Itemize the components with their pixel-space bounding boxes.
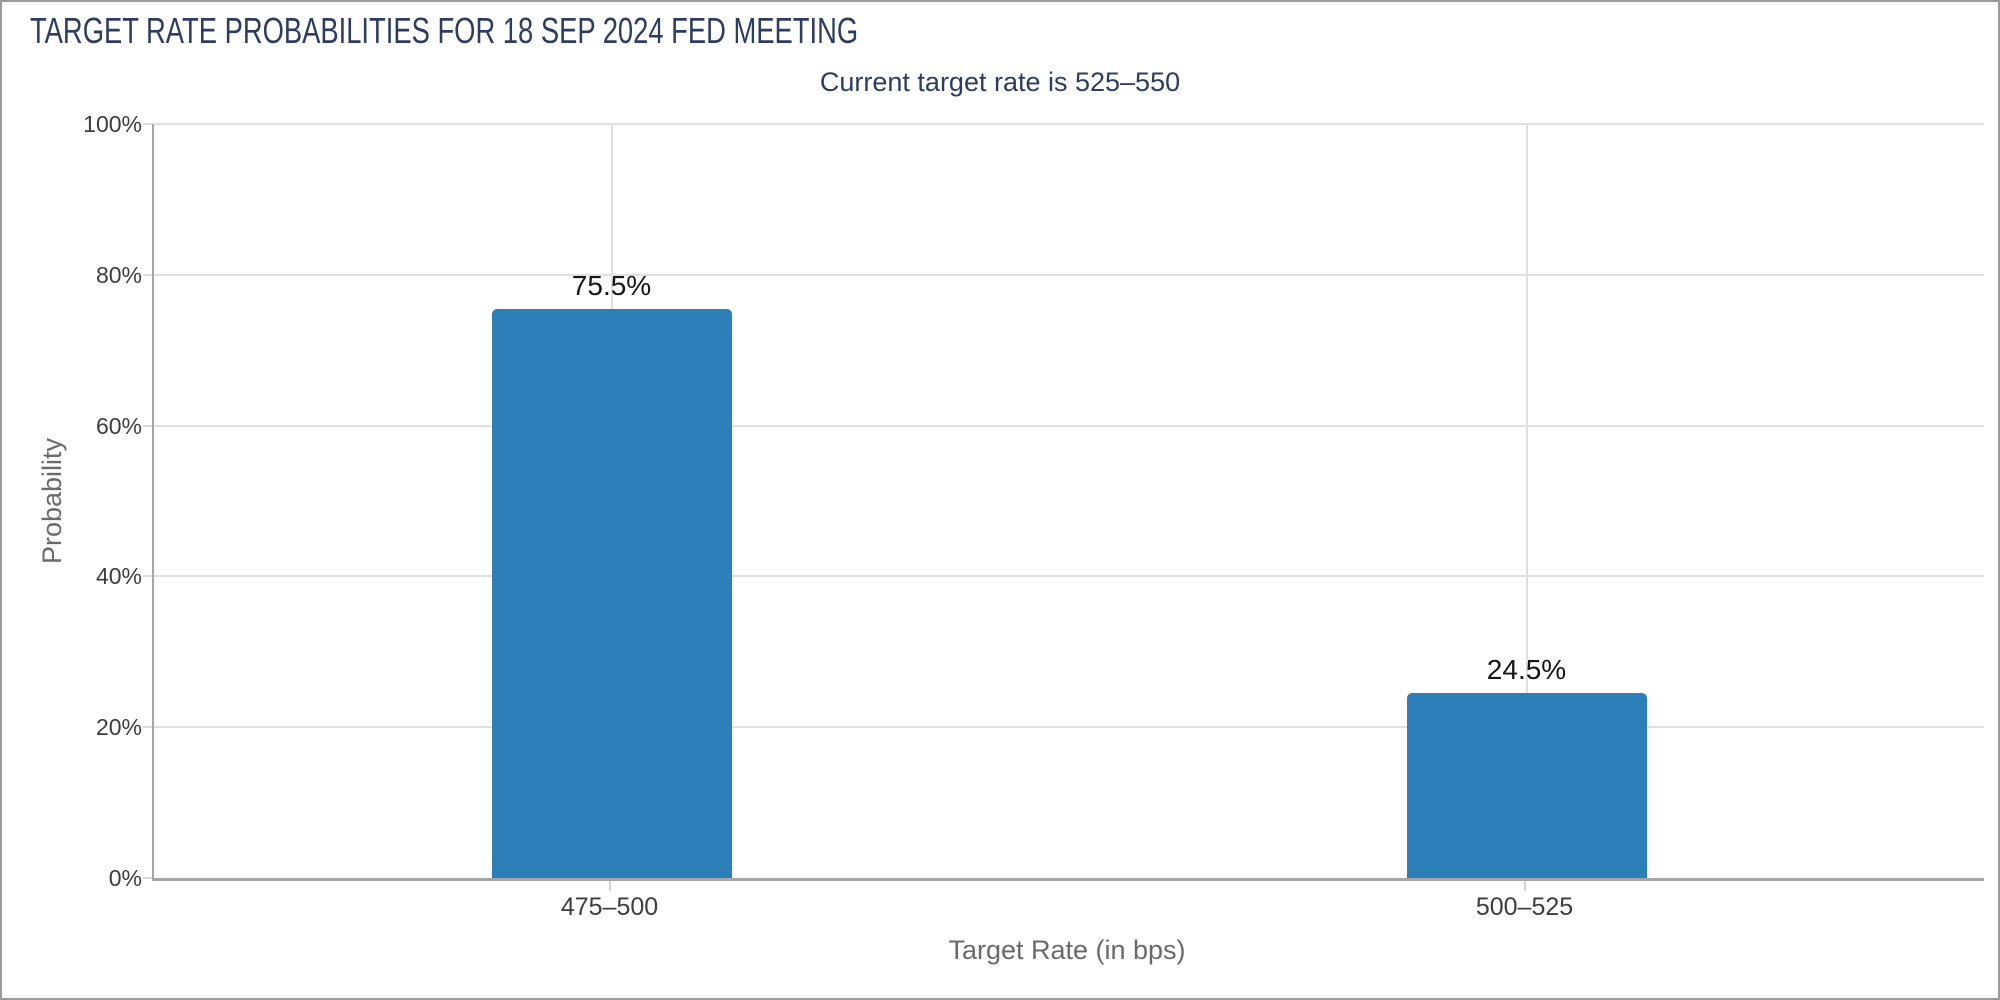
- y-tick-mark: [143, 123, 152, 125]
- x-tick-label: 475–500: [560, 893, 659, 921]
- h-gridline: [154, 123, 1984, 125]
- y-tick-mark: [143, 424, 152, 427]
- x-tick-label: 500–525: [1475, 893, 1574, 921]
- v-gridline: [1525, 124, 1528, 878]
- bar: [1406, 693, 1647, 878]
- y-tick-label: 0%: [108, 865, 142, 891]
- plot-area: 75.5% 24.5%: [152, 123, 1984, 881]
- chart-title: TARGET RATE PROBABILITIES FOR 18 SEP 202…: [30, 12, 1120, 50]
- x-axis-title: Target Rate (in bps): [948, 935, 1186, 965]
- x-tick-mark: [608, 881, 611, 891]
- bar-value-label: 24.5%: [1486, 654, 1567, 686]
- h-gridline: [154, 575, 1984, 578]
- y-tick-label: 80%: [95, 261, 142, 288]
- bar: [491, 308, 732, 878]
- y-tick-mark: [143, 726, 152, 729]
- y-tick-label: 40%: [95, 563, 142, 590]
- y-tick-label: 60%: [95, 412, 142, 439]
- h-gridline: [154, 273, 1984, 276]
- h-gridline: [154, 726, 1984, 729]
- y-tick-label: 100%: [83, 111, 142, 137]
- chart-title-text: TARGET RATE PROBABILITIES FOR 18 SEP 202…: [30, 10, 859, 51]
- y-tick-mark: [143, 877, 152, 879]
- y-tick-mark: [143, 575, 152, 578]
- chart-subtitle: Current target rate is 525–550: [819, 67, 1181, 97]
- h-gridline: [154, 424, 1984, 427]
- y-tick-label: 20%: [95, 714, 142, 741]
- y-tick-mark: [143, 273, 152, 276]
- x-tick-mark: [1523, 881, 1526, 891]
- bar-value-label: 75.5%: [571, 269, 652, 301]
- y-axis-title: Probability: [37, 437, 67, 565]
